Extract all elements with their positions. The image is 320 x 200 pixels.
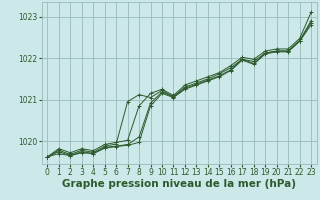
X-axis label: Graphe pression niveau de la mer (hPa): Graphe pression niveau de la mer (hPa) [62,179,296,189]
